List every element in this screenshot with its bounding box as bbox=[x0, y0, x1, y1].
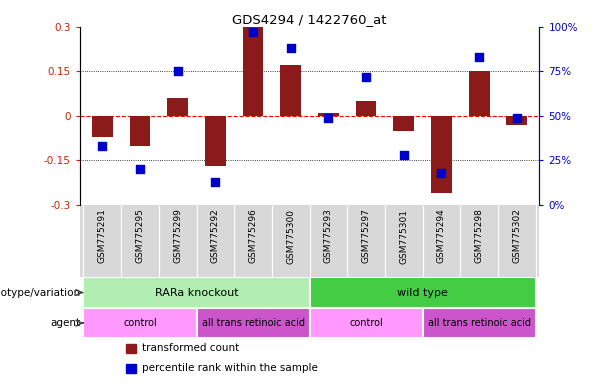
Bar bbox=[506, 116, 527, 125]
Text: GSM775300: GSM775300 bbox=[286, 209, 295, 263]
Text: agent: agent bbox=[50, 318, 80, 328]
Text: GSM775302: GSM775302 bbox=[512, 209, 521, 263]
Point bbox=[324, 114, 333, 121]
Point bbox=[286, 45, 295, 51]
Point bbox=[248, 29, 258, 35]
Bar bbox=[243, 27, 264, 116]
Text: GSM775295: GSM775295 bbox=[135, 209, 145, 263]
Bar bbox=[318, 113, 339, 116]
Point bbox=[474, 54, 484, 60]
Bar bbox=[205, 116, 226, 166]
Bar bbox=[83, 277, 310, 308]
Bar bbox=[469, 71, 490, 116]
Bar bbox=[310, 308, 422, 338]
Bar bbox=[126, 344, 136, 353]
Text: control: control bbox=[349, 318, 383, 328]
Text: RARa knockout: RARa knockout bbox=[154, 288, 238, 298]
Text: GSM775299: GSM775299 bbox=[173, 209, 182, 263]
Point bbox=[512, 114, 522, 121]
Title: GDS4294 / 1422760_at: GDS4294 / 1422760_at bbox=[232, 13, 387, 26]
Point bbox=[173, 68, 183, 74]
Text: GSM775301: GSM775301 bbox=[399, 209, 408, 263]
Point bbox=[135, 166, 145, 172]
Text: GSM775297: GSM775297 bbox=[362, 209, 371, 263]
Bar bbox=[92, 116, 113, 137]
Text: genotype/variation: genotype/variation bbox=[0, 288, 80, 298]
Text: GSM775296: GSM775296 bbox=[248, 209, 257, 263]
Text: GSM775298: GSM775298 bbox=[474, 209, 484, 263]
Bar bbox=[280, 65, 301, 116]
Bar bbox=[394, 116, 414, 131]
Text: transformed count: transformed count bbox=[142, 343, 239, 353]
Point bbox=[436, 170, 446, 176]
Text: all trans retinoic acid: all trans retinoic acid bbox=[202, 318, 305, 328]
Text: GSM775294: GSM775294 bbox=[437, 209, 446, 263]
Bar bbox=[431, 116, 452, 193]
Text: GSM775293: GSM775293 bbox=[324, 209, 333, 263]
Bar bbox=[310, 277, 536, 308]
Text: wild type: wild type bbox=[397, 288, 448, 298]
Text: control: control bbox=[123, 318, 157, 328]
Bar bbox=[197, 308, 310, 338]
Text: GSM775292: GSM775292 bbox=[211, 209, 220, 263]
Point bbox=[97, 143, 107, 149]
Point bbox=[210, 179, 220, 185]
Text: all trans retinoic acid: all trans retinoic acid bbox=[428, 318, 531, 328]
Bar bbox=[167, 98, 188, 116]
Point bbox=[361, 74, 371, 80]
Text: GSM775291: GSM775291 bbox=[98, 209, 107, 263]
Point bbox=[399, 152, 409, 158]
Text: percentile rank within the sample: percentile rank within the sample bbox=[142, 364, 318, 374]
Bar bbox=[422, 308, 536, 338]
Bar bbox=[126, 364, 136, 373]
Bar bbox=[356, 101, 376, 116]
Bar bbox=[129, 116, 150, 146]
Bar bbox=[83, 308, 197, 338]
